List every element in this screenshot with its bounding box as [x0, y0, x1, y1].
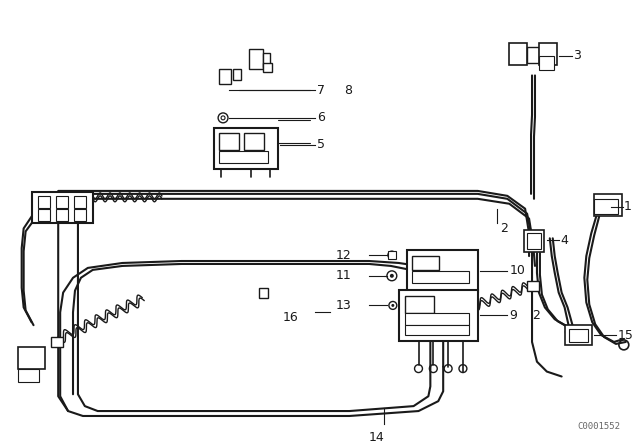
Bar [38, 209, 51, 220]
Bar [74, 196, 86, 208]
Bar [18, 347, 45, 369]
Text: 11: 11 [335, 269, 351, 282]
Bar [527, 281, 539, 291]
Text: 15: 15 [618, 328, 634, 341]
Bar [594, 199, 618, 214]
Text: 13: 13 [335, 299, 351, 312]
Text: 9: 9 [509, 309, 517, 322]
Bar [412, 271, 469, 283]
Bar [527, 233, 541, 249]
Text: 14: 14 [369, 431, 385, 444]
Circle shape [391, 304, 394, 307]
Text: 12: 12 [335, 249, 351, 262]
Bar [404, 313, 469, 325]
Bar [404, 325, 469, 335]
Text: 8: 8 [344, 84, 353, 97]
Text: 3: 3 [573, 49, 581, 62]
Text: 1: 1 [624, 200, 632, 213]
Text: 7: 7 [317, 84, 325, 97]
Text: 5: 5 [317, 138, 325, 151]
Text: 16: 16 [282, 311, 298, 324]
Text: 10: 10 [509, 264, 525, 277]
Text: 6: 6 [317, 112, 324, 125]
Text: 4: 4 [561, 234, 568, 247]
Bar [31, 192, 93, 224]
Bar [539, 56, 554, 69]
Bar [214, 128, 278, 169]
Bar [219, 133, 239, 151]
Bar [244, 133, 264, 151]
Text: C0001552: C0001552 [578, 422, 621, 431]
Bar [51, 337, 63, 347]
Bar [509, 43, 527, 65]
Bar [404, 296, 435, 313]
Bar [388, 251, 396, 259]
Bar [219, 151, 268, 163]
Bar [249, 49, 262, 69]
Bar [406, 250, 477, 292]
Bar [399, 289, 477, 341]
Bar [539, 43, 557, 65]
Bar [74, 209, 86, 220]
Bar [219, 69, 231, 84]
Bar [233, 69, 241, 80]
Bar [412, 256, 439, 270]
Text: 2: 2 [500, 222, 508, 235]
Bar [527, 47, 539, 63]
Bar [56, 209, 68, 220]
Text: 2: 2 [532, 309, 540, 322]
Bar [524, 230, 544, 252]
Bar [18, 369, 40, 383]
Bar [564, 325, 592, 345]
Bar [259, 288, 268, 297]
Bar [262, 63, 273, 73]
Circle shape [390, 274, 394, 278]
Bar [594, 194, 622, 215]
Bar [262, 53, 271, 67]
Bar [56, 196, 68, 208]
Bar [38, 196, 51, 208]
Bar [568, 329, 588, 342]
